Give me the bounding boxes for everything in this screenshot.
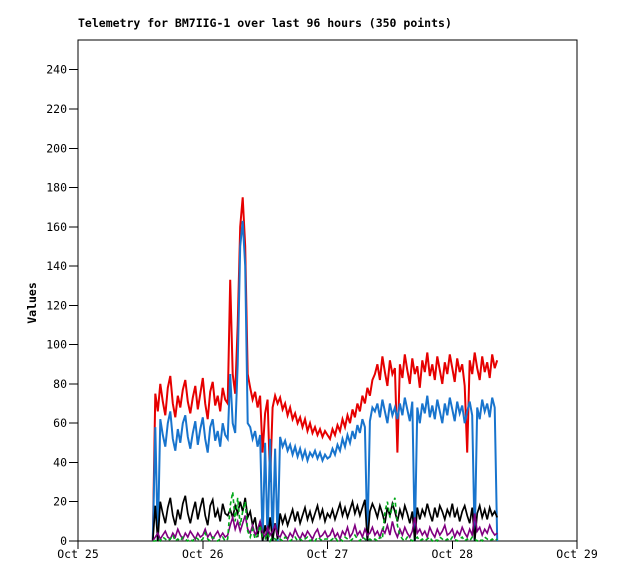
y-tick-label: 40	[53, 455, 67, 469]
y-tick-label: 240	[46, 63, 67, 77]
y-tick-label: 100	[46, 338, 67, 352]
y-tick-label: 160	[46, 220, 67, 234]
y-tick-label: 0	[60, 534, 67, 548]
plot-frame	[77, 39, 578, 542]
series-blue	[151, 220, 499, 542]
y-tick-label: 20	[53, 495, 67, 509]
y-tick-label: 180	[46, 181, 67, 195]
y-tick-label: 80	[53, 377, 67, 391]
x-tick-label: Oct 25	[57, 547, 99, 561]
x-tick-label: Oct 26	[182, 547, 224, 561]
x-tick-label: Oct 28	[431, 547, 473, 561]
y-tick-label: 60	[53, 416, 67, 430]
series-black	[151, 495, 498, 542]
chart-title: Telemetry for BM7IIG-1 over last 96 hour…	[78, 16, 452, 30]
series-green	[152, 491, 498, 543]
x-tick-label: Oct 29	[556, 547, 598, 561]
series-red	[151, 197, 499, 542]
y-tick-label: 200	[46, 141, 67, 155]
y-tick-label: 120	[46, 298, 67, 312]
series-purple	[152, 513, 498, 542]
x-tick-label: Oct 27	[307, 547, 349, 561]
y-tick-label: 220	[46, 102, 67, 116]
y-tick-label: 140	[46, 259, 67, 273]
